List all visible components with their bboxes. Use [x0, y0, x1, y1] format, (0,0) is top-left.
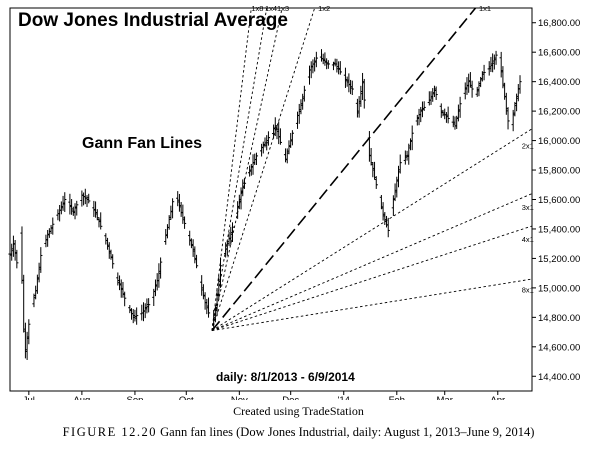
price-bar: [39, 247, 43, 273]
price-bar: [194, 254, 199, 269]
gann-fan-label-8x1: 8x1: [522, 285, 534, 294]
price-bar: [111, 254, 115, 269]
chart-title: Dow Jones Industrial Average: [18, 10, 288, 31]
gann-fan-line-1x2: [211, 7, 316, 331]
x-tick-label: '14: [338, 395, 350, 400]
gann-fan-label-3x1: 3x1: [522, 203, 534, 212]
x-tick-label: Nov: [231, 395, 248, 400]
gann-fan-line-1x3: [211, 7, 283, 331]
price-bar: [254, 152, 259, 166]
gann-fan-label-2x1: 2x1: [522, 142, 534, 151]
price-bar: [506, 107, 510, 130]
y-tick-label: 16,800.00: [538, 18, 580, 29]
gann-fan-line-2x1: [211, 128, 533, 331]
chart-subtitle: Gann Fan Lines: [82, 135, 202, 152]
gann-fan-line-1x1: [211, 7, 477, 332]
y-axis-ticks: 14,400.00 14,600.00 14,800.00 15,000.00 15,2…: [532, 18, 580, 383]
price-bar: [446, 106, 450, 124]
price-bar: [170, 198, 175, 219]
y-tick-label: 15,200.00: [538, 254, 580, 265]
y-tick-label: 16,000.00: [538, 136, 580, 147]
price-bars: [8, 49, 522, 360]
price-bar: [135, 307, 139, 325]
x-tick-label: Mar: [437, 395, 453, 400]
x-tick-label: Aug: [73, 395, 90, 400]
price-bar: [230, 222, 235, 242]
price-bar: [123, 291, 127, 307]
price-bar: [518, 75, 522, 94]
price-bar: [482, 64, 486, 81]
y-tick-label: 16,200.00: [538, 107, 580, 118]
price-bar: [266, 131, 271, 146]
gann-fan-label-1x3: 1x3: [277, 4, 289, 13]
gann-fan-label-1x1: 1x1: [479, 4, 491, 13]
price-bar: [338, 61, 342, 75]
x-tick-label: Feb: [389, 395, 405, 400]
y-tick-label: 15,000.00: [538, 283, 580, 294]
y-tick-label: 14,600.00: [538, 342, 580, 353]
gann-fan-lines: [211, 7, 533, 332]
x-tick-label: Jul: [23, 395, 35, 400]
price-bar: [422, 101, 426, 111]
price-bar: [206, 297, 211, 318]
caption-text: Gann fan lines (Dow Jones Industrial, da…: [160, 425, 535, 439]
price-bar: [147, 298, 151, 313]
x-axis-ticks: Jul Aug Sep Oct Nov Dec '14 Feb Mar Apr: [23, 391, 505, 400]
price-bar: [494, 50, 498, 65]
gann-fan-label-4x1: 4x1: [522, 235, 534, 244]
price-bar: [87, 193, 91, 204]
price-bar: [470, 80, 474, 98]
price-bar: [350, 80, 354, 96]
gann-fan-line-8x1: [211, 278, 533, 332]
price-bar: [362, 78, 366, 109]
y-tick-label: 16,600.00: [538, 48, 580, 59]
price-bar: [398, 154, 402, 174]
price-bar: [314, 51, 318, 68]
price-bar: [458, 96, 462, 118]
x-tick-label: Apr: [490, 395, 505, 400]
price-bar: [99, 212, 103, 230]
gann-fan-line-3x1: [211, 193, 533, 332]
date-range-label: daily: 8/1/2013 - 6/9/2014: [216, 370, 355, 384]
price-bar: [386, 217, 390, 238]
y-tick-label: 16,400.00: [538, 77, 580, 88]
x-tick-label: Sep: [126, 395, 143, 400]
y-tick-label: 15,400.00: [538, 224, 580, 235]
y-tick-label: 14,800.00: [538, 313, 580, 324]
gann-fan-line-4x1: [211, 225, 533, 332]
price-bar: [242, 178, 247, 189]
price-bar: [63, 192, 67, 212]
y-tick-label: 15,600.00: [538, 195, 580, 206]
gann-fan-labels: 1x8 1x4 1x3 1x2 1x1 2x1 3x1 4x1 8x1: [251, 4, 534, 294]
gann-fan-label-1x4: 1x4: [265, 4, 277, 13]
price-bar: [51, 217, 55, 235]
x-tick-label: Dec: [282, 395, 299, 400]
gann-fan-line-1x8: [211, 7, 252, 331]
price-bar: [182, 216, 187, 229]
price-bar: [278, 128, 283, 145]
gann-fan-label-1x8: 1x8: [251, 4, 263, 13]
figure-number: FIGURE 12.20: [62, 425, 157, 439]
credit-line: Created using TradeStation: [233, 404, 364, 418]
price-bar: [27, 319, 31, 345]
price-bar: [290, 130, 294, 146]
price-bar: [302, 85, 306, 102]
price-bar: [374, 176, 378, 189]
x-tick-label: Oct: [179, 395, 194, 400]
price-bar: [410, 125, 414, 151]
price-bar: [218, 257, 223, 288]
price-bar: [434, 86, 438, 100]
price-bar: [159, 257, 163, 279]
gann-fan-label-1x2: 1x2: [318, 4, 330, 13]
figure-caption: FIGURE 12.20 Gann fan lines (Dow Jones I…: [0, 425, 597, 440]
y-tick-label: 15,800.00: [538, 166, 580, 177]
price-bar: [75, 200, 79, 216]
y-tick-label: 14,400.00: [538, 372, 580, 383]
price-bar: [326, 60, 330, 69]
plot-area: [9, 7, 533, 392]
price-bar: [15, 249, 19, 269]
